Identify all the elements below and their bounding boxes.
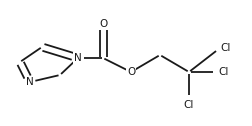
Text: N: N	[26, 77, 34, 87]
Text: Cl: Cl	[218, 67, 228, 77]
Text: Cl: Cl	[184, 100, 194, 110]
Text: O: O	[127, 67, 135, 77]
Text: N: N	[74, 53, 82, 63]
Text: Cl: Cl	[220, 43, 230, 53]
Text: O: O	[99, 19, 107, 29]
